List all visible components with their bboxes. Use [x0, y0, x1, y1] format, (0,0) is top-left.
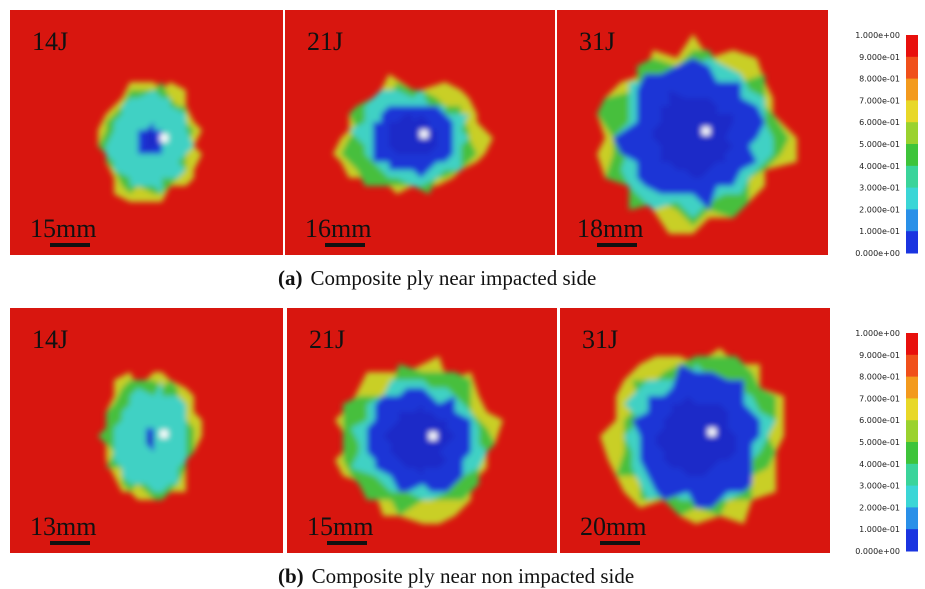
colorbar-label: 3.000e-01	[859, 184, 900, 193]
hot-spot	[420, 130, 428, 138]
colorbar-label: 3.000e-01	[859, 482, 900, 491]
colorbar-label: 9.000e-01	[859, 53, 900, 62]
colorbar-label: 6.000e-01	[859, 416, 900, 425]
colorbar-label: 7.000e-01	[859, 394, 900, 403]
page: {"rows":[ {"label":"(a)","caption":"Comp…	[0, 0, 925, 589]
colorbar-label: 5.000e-01	[859, 140, 900, 149]
panel: 14J 15mm	[10, 10, 283, 255]
hot-spot	[429, 432, 437, 440]
panel: 14J 13mm	[10, 308, 283, 553]
scale-label: 18mm	[577, 214, 643, 243]
panel: 31J 20mm	[560, 308, 830, 553]
colorbar-label: 4.000e-01	[859, 162, 900, 171]
colorbar-segment	[906, 507, 918, 529]
colorbar-label: 8.000e-01	[859, 75, 900, 84]
colorbar-label: 1.000e-01	[859, 525, 900, 534]
panel: 31J 18mm	[557, 10, 828, 255]
colorbar-label: 4.000e-01	[859, 460, 900, 469]
colorbar-segment	[906, 398, 918, 420]
colorbar-label: 1.000e+00	[855, 329, 900, 338]
hot-spot	[160, 430, 168, 438]
scale-bar	[327, 541, 367, 545]
damage-layer	[146, 436, 154, 444]
caption-text: Composite ply near non impacted side	[312, 564, 635, 588]
colorbar-segment	[906, 377, 918, 399]
colorbar-segment	[906, 231, 918, 253]
colorbar-segment	[906, 529, 918, 551]
colorbar-segment	[906, 209, 918, 231]
scale-label: 16mm	[305, 214, 371, 243]
colorbar-label: 6.000e-01	[859, 118, 900, 127]
colorbar-segment	[906, 442, 918, 464]
colorbar-segment	[906, 355, 918, 377]
colorbar-label: 8.000e-01	[859, 373, 900, 382]
energy-label: 21J	[307, 27, 343, 56]
scale-bar	[600, 541, 640, 545]
caption-label: (a)	[278, 266, 303, 290]
colorbar-segment	[906, 166, 918, 188]
scale-bar	[325, 243, 365, 247]
energy-label: 14J	[32, 325, 68, 354]
colorbar-segment	[906, 486, 918, 508]
scale-label: 15mm	[30, 214, 96, 243]
colorbar-label: 0.000e+00	[855, 547, 900, 556]
scale-bar	[50, 541, 90, 545]
colorbar-label: 2.000e-01	[859, 503, 900, 512]
energy-label: 31J	[579, 27, 615, 56]
colorbar-segment	[906, 35, 918, 57]
colorbar-label: 5.000e-01	[859, 438, 900, 447]
caption-text: Composite ply near impacted side	[311, 266, 597, 290]
hot-spot	[702, 127, 710, 135]
colorbar-segment	[906, 464, 918, 486]
hot-spot	[160, 134, 168, 142]
colorbar-segment	[906, 122, 918, 144]
caption-label: (b)	[278, 564, 304, 588]
colorbar-label: 1.000e-01	[859, 227, 900, 236]
energy-label: 14J	[32, 27, 68, 56]
colorbar-segment	[906, 188, 918, 210]
colorbar-label: 1.000e+00	[855, 31, 900, 40]
scale-bar	[50, 243, 90, 247]
energy-label: 31J	[582, 325, 618, 354]
colorbar-segment	[906, 79, 918, 101]
colorbar-label: 9.000e-01	[859, 351, 900, 360]
colorbar-segment	[906, 420, 918, 442]
hot-spot	[708, 428, 716, 436]
panel: 21J 16mm	[285, 10, 555, 255]
colorbar-segment	[906, 100, 918, 122]
scale-bar	[597, 243, 637, 247]
scale-label: 15mm	[307, 512, 373, 541]
colorbar-segment	[906, 57, 918, 79]
panel: 21J 15mm	[287, 308, 557, 553]
colorbar-label: 0.000e+00	[855, 249, 900, 258]
colorbar-segment	[906, 333, 918, 355]
body: 14J 15mm 21J 16mm 31J 18mm 1.000e+00 9.000e-01 8…	[0, 0, 925, 589]
energy-label: 21J	[309, 325, 345, 354]
colorbar-label: 7.000e-01	[859, 96, 900, 105]
scale-label: 13mm	[30, 512, 96, 541]
colorbar-segment	[906, 144, 918, 166]
scale-label: 20mm	[580, 512, 646, 541]
colorbar-label: 2.000e-01	[859, 205, 900, 214]
figure: 14J 15mm 21J 16mm 31J 18mm 1.000e+00 9.000e-01 8…	[0, 0, 925, 589]
